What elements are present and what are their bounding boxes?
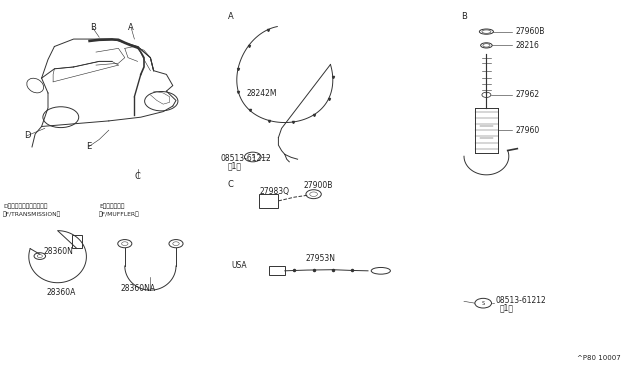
Text: 27960B: 27960B — [515, 27, 545, 36]
Text: （1）: （1） — [227, 161, 241, 170]
Text: USA: USA — [232, 262, 247, 270]
Text: E: E — [86, 142, 91, 151]
Text: A: A — [129, 23, 134, 32]
Text: D: D — [24, 131, 30, 140]
Text: E（マフラー）: E（マフラー） — [99, 203, 125, 209]
Text: 27900B: 27900B — [304, 182, 333, 190]
Text: ^P80 10007: ^P80 10007 — [577, 355, 621, 361]
Text: B: B — [461, 12, 467, 21]
Text: S: S — [252, 154, 254, 160]
Text: 28242M: 28242M — [246, 89, 277, 97]
Text: S: S — [482, 301, 484, 306]
Text: B: B — [90, 23, 96, 32]
Text: 27953N: 27953N — [305, 254, 335, 263]
Text: 28360A: 28360A — [46, 288, 76, 296]
Text: D（トランスミッション）: D（トランスミッション） — [3, 203, 48, 209]
Text: （1）: （1） — [499, 304, 513, 312]
Text: A: A — [228, 12, 233, 21]
Text: 08513-61212: 08513-61212 — [221, 154, 271, 163]
Text: C: C — [134, 172, 141, 181]
Text: 27983Q: 27983Q — [259, 187, 289, 196]
Text: 28360NA: 28360NA — [120, 284, 155, 293]
Text: ＜F/MUFFLER＞: ＜F/MUFFLER＞ — [99, 211, 140, 217]
Text: 27962: 27962 — [515, 90, 540, 99]
Text: 08513-61212: 08513-61212 — [496, 296, 547, 305]
Text: C: C — [227, 180, 234, 189]
Text: ＜F/TRANSMISSION＞: ＜F/TRANSMISSION＞ — [3, 211, 61, 217]
Text: 28360N: 28360N — [44, 247, 74, 256]
Text: 27960: 27960 — [515, 126, 540, 135]
Text: 28216: 28216 — [515, 41, 539, 50]
